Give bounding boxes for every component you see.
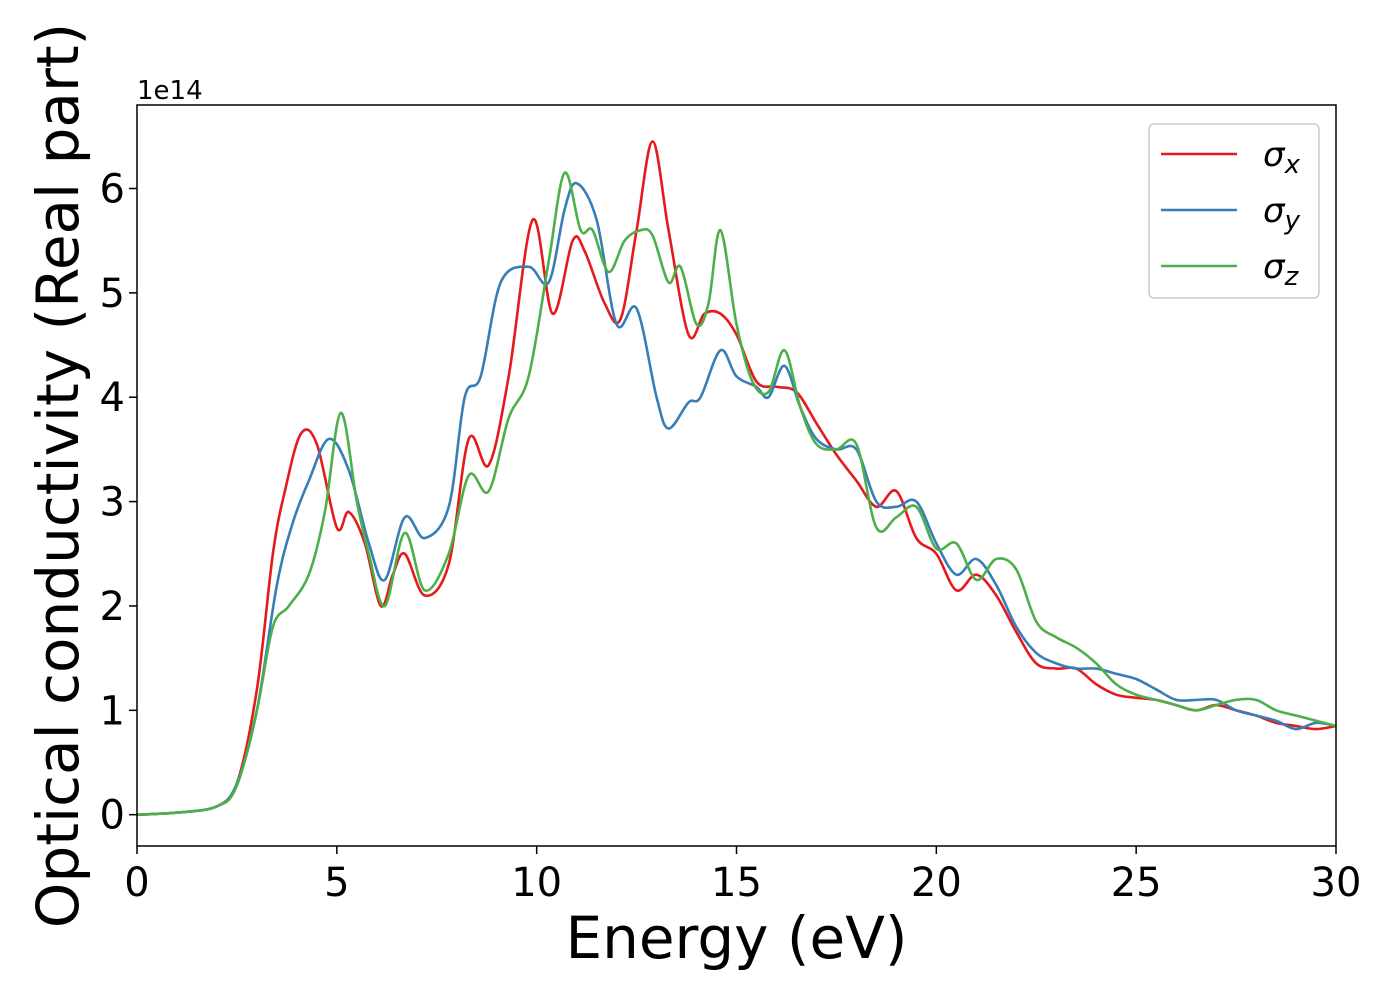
y-tick-label: 1 <box>100 688 125 734</box>
series-line-x <box>136 140 1337 816</box>
y-tick-label: 3 <box>100 480 125 526</box>
y-tick-label: 0 <box>100 793 125 839</box>
y-tick-label: 6 <box>100 166 125 212</box>
legend-label-x: σx <box>1263 135 1301 180</box>
legend-label-z: σz <box>1263 247 1300 292</box>
x-tick-label: 5 <box>324 860 349 906</box>
legend: σx σy σz <box>1148 123 1320 299</box>
series-line-y <box>136 181 1337 816</box>
x-tick-label: 10 <box>511 860 562 906</box>
x-axis-label: Energy (eV) <box>565 904 907 972</box>
x-tick-label: 25 <box>1111 860 1162 906</box>
x-tick-label: 20 <box>911 860 962 906</box>
x-tick-label: 15 <box>711 860 762 906</box>
y-tick-label: 4 <box>100 375 125 421</box>
y-tick-label: 2 <box>100 584 125 630</box>
series-layer <box>136 140 1337 816</box>
ticks-layer: 0 5 10 15 20 25 30 0 1 2 3 4 5 6 <box>100 166 1362 906</box>
legend-label-y: σy <box>1263 191 1301 236</box>
y-tick-label: 5 <box>100 271 125 317</box>
x-tick-label: 0 <box>124 860 149 906</box>
y-axis-label: Optical conductivity (Real part) <box>24 23 92 928</box>
y-offset-label: 1e14 <box>137 76 203 106</box>
x-tick-label: 30 <box>1311 860 1362 906</box>
series-line-z <box>136 171 1337 816</box>
